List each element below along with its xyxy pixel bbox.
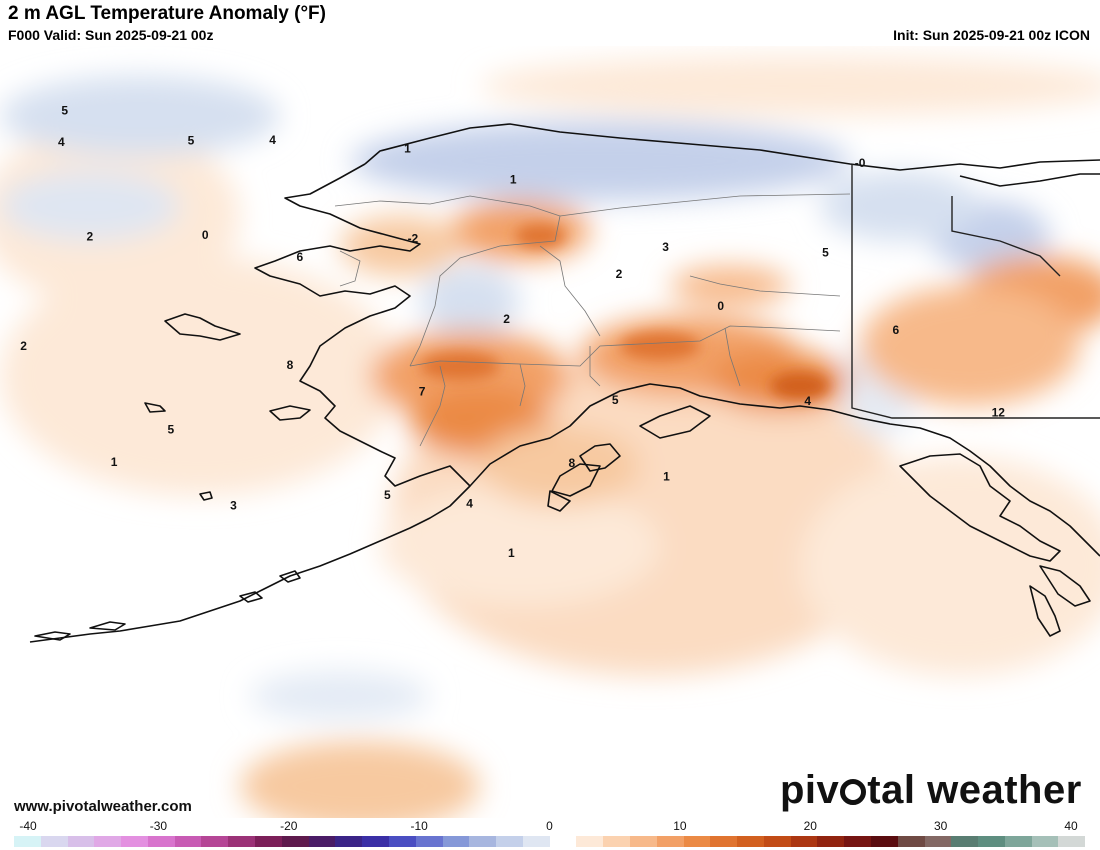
anomaly-value-label: 5 xyxy=(822,246,829,260)
website-link[interactable]: www.pivotalweather.com xyxy=(14,798,192,815)
colorbar-swatch xyxy=(94,836,122,847)
valid-time: F000 Valid: Sun 2025-09-21 00z xyxy=(8,27,214,43)
colorbar-swatch xyxy=(174,836,202,847)
anomaly-value-label: 7 xyxy=(419,384,426,398)
international-border xyxy=(851,164,1100,419)
colorbar-swatch xyxy=(1004,836,1032,847)
colorbar-swatch xyxy=(897,836,925,847)
colorbar-swatch xyxy=(817,836,845,847)
colorbar-tick-label: 0 xyxy=(546,819,553,833)
anomaly-value-label: 2 xyxy=(87,230,94,244)
colorbar-swatch xyxy=(496,836,523,847)
colorbar-swatch xyxy=(603,836,630,847)
colorbar-swatch xyxy=(255,836,282,847)
colorbar-swatch xyxy=(121,836,148,847)
anomaly-value-label: 1 xyxy=(508,546,515,560)
anomaly-value-label: 8 xyxy=(568,456,575,470)
anomaly-value-label: 1 xyxy=(404,141,411,155)
colorbar-tick-label: 20 xyxy=(803,819,817,833)
anomaly-value-label: 4 xyxy=(58,135,65,149)
anomaly-value-label: 1 xyxy=(510,173,517,187)
colorbar-swatch xyxy=(871,836,898,847)
colorbar-swatch xyxy=(362,836,389,847)
header: 2 m AGL Temperature Anomaly (°F) F000 Va… xyxy=(0,0,1100,46)
anomaly-value-label: 4 xyxy=(804,394,811,408)
anomaly-shading xyxy=(0,56,1100,818)
anomaly-value-label: 5 xyxy=(612,393,619,407)
colorbar-tick-labels: -40 -30 -20 -10 0 10 20 30 40 xyxy=(0,819,1100,835)
colorbar-swatch xyxy=(710,836,738,847)
colorbar-swatch xyxy=(281,836,309,847)
colorbar-swatch xyxy=(335,836,363,847)
anomaly-map[interactable]: 4 5 5 4 1 1 -0 2 0 6 -2 3 5 2 2 2 0 6 8 7 5 4 12 5 1 8 1 5 3 4 1 xyxy=(0,46,1100,818)
colorbar-swatch xyxy=(951,836,979,847)
colorbar-swatch xyxy=(40,836,68,847)
brand-text-end: tal weather xyxy=(867,768,1082,812)
gear-icon xyxy=(840,779,867,805)
colorbar-swatch xyxy=(549,836,577,847)
anomaly-value-label: 3 xyxy=(230,498,237,512)
anomaly-value-label: 5 xyxy=(384,488,391,502)
colorbar-swatch xyxy=(924,836,952,847)
coastline xyxy=(29,123,1100,643)
anomaly-value-label: 0 xyxy=(717,299,724,313)
colorbar-swatch xyxy=(147,836,175,847)
colorbar-swatch xyxy=(442,836,470,847)
anomaly-value-label: 2 xyxy=(503,312,510,326)
anomaly-value-label: 1 xyxy=(111,455,118,469)
colorbar-tick-label: -10 xyxy=(410,819,428,833)
map-title: 2 m AGL Temperature Anomaly (°F) xyxy=(8,3,326,24)
colorbar-swatch xyxy=(308,836,336,847)
pivotal-weather-logo: piv tal weather xyxy=(780,768,1082,813)
colorbar-swatch xyxy=(1031,836,1059,847)
anomaly-value-label: 4 xyxy=(466,497,473,511)
colorbar-swatch xyxy=(522,836,550,847)
colorbar-swatch xyxy=(469,836,497,847)
colorbar xyxy=(14,836,1086,847)
colorbar-swatch xyxy=(1058,836,1086,847)
colorbar-tick-label: 10 xyxy=(673,819,687,833)
colorbar-tick-label: -40 xyxy=(19,819,37,833)
colorbar-swatch xyxy=(978,836,1005,847)
colorbar-swatch xyxy=(228,836,256,847)
anomaly-value-label: 1 xyxy=(663,470,670,484)
anomaly-value-label: -2 xyxy=(408,231,419,245)
colorbar-swatch xyxy=(763,836,791,847)
colorbar-tick-label: -20 xyxy=(280,819,298,833)
colorbar-swatch xyxy=(14,836,41,847)
anomaly-hotspots xyxy=(420,224,830,400)
anomaly-value-label: 5 xyxy=(188,134,195,148)
anomaly-value-label: 5 xyxy=(61,104,68,118)
anomaly-value-label: 4 xyxy=(269,133,276,147)
colorbar-swatch xyxy=(388,836,416,847)
colorbar-swatch xyxy=(576,836,604,847)
colorbar-swatch xyxy=(201,836,229,847)
anomaly-value-label: 12 xyxy=(992,405,1006,419)
colorbar-tick-label: 30 xyxy=(933,819,948,833)
init-time: Init: Sun 2025-09-21 00z ICON xyxy=(893,27,1090,43)
anomaly-value-label: 5 xyxy=(167,422,174,436)
colorbar-swatch xyxy=(67,836,95,847)
anomaly-value-label: 3 xyxy=(662,240,669,254)
colorbar-swatch xyxy=(656,836,684,847)
anomaly-value-label: 0 xyxy=(202,228,209,242)
colorbar-swatch xyxy=(683,836,711,847)
colorbar-swatch xyxy=(790,836,818,847)
anomaly-value-label: 2 xyxy=(616,267,623,281)
borough-boundaries xyxy=(334,193,851,447)
anomaly-value-label: -0 xyxy=(855,156,866,170)
colorbar-swatch xyxy=(844,836,871,847)
anomaly-value-label: 8 xyxy=(287,358,294,372)
colorbar-swatch xyxy=(629,836,657,847)
anomaly-value-label: 6 xyxy=(893,323,900,337)
anomaly-value-label: 6 xyxy=(297,250,304,264)
anomaly-value-label: 2 xyxy=(20,339,27,353)
colorbar-tick-label: 40 xyxy=(1064,819,1078,833)
colorbar-tick-label: -30 xyxy=(149,819,168,833)
brand-text-start: piv xyxy=(780,768,840,812)
colorbar-swatch xyxy=(415,836,443,847)
colorbar-swatch xyxy=(737,836,764,847)
